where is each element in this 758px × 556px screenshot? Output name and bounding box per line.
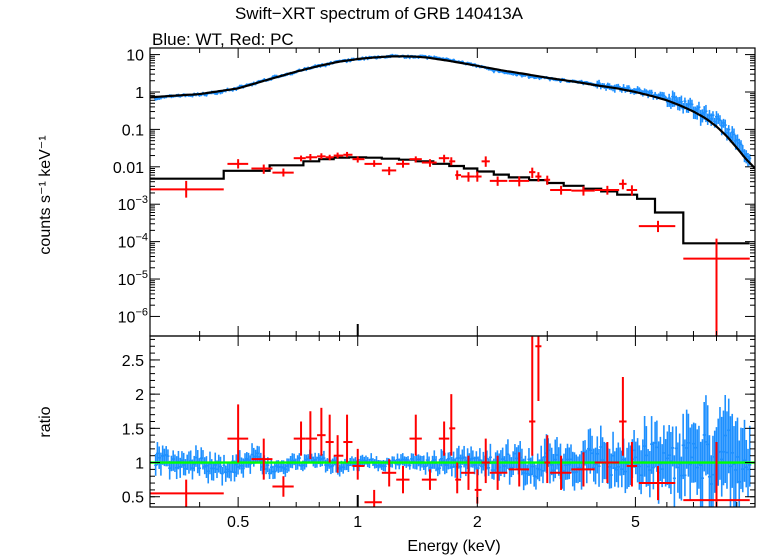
y-tick-label: 2.5: [122, 353, 144, 370]
y-tick-label: 0.1: [122, 122, 144, 139]
spectrum-y-axis-label: counts s⁻¹ keV⁻¹: [37, 135, 54, 254]
y-tick-label: 10−6: [118, 306, 148, 326]
spectrum-data: [150, 53, 755, 336]
ratio-y-axis-label: ratio: [37, 406, 54, 437]
chart-subtitle: Blue: WT, Red: PC: [152, 30, 294, 49]
spectrum-frame: [149, 47, 756, 337]
y-tick-label: 0.5: [122, 490, 144, 507]
y-tick-label: 1.5: [122, 421, 144, 438]
pc-model-step: [150, 156, 750, 245]
ratio-frame: [149, 335, 756, 508]
y-tick-label: 10: [126, 48, 144, 65]
y-tick-label: 10−5: [118, 269, 148, 289]
chart-title: Swift−XRT spectrum of GRB 140413A: [234, 4, 524, 23]
y-tick-label: 2: [135, 387, 144, 404]
x-tick-label: 2: [473, 514, 482, 531]
x-axis-label: Energy (keV): [407, 538, 500, 555]
x-tick-label: 5: [631, 514, 640, 531]
spectrum-panel: 10 1 0.1 0.01 10−3 10−4 10−5 10−6: [113, 47, 756, 337]
ratio-panel: 0.5 1 1.5 2 2.5 0.5 1 2 5: [122, 335, 756, 531]
x-tick-label: 1: [353, 514, 362, 531]
ratio-data: [150, 336, 755, 507]
x-tick-label: 0.5: [227, 514, 249, 531]
y-tick-label: 10−4: [118, 232, 148, 252]
y-tick-label: 0.01: [113, 160, 144, 177]
y-tick-label: 1: [135, 456, 144, 473]
y-tick-label: 1: [135, 85, 144, 102]
y-tick-label: 10−3: [118, 194, 148, 214]
wt-model-line: [150, 55, 755, 170]
